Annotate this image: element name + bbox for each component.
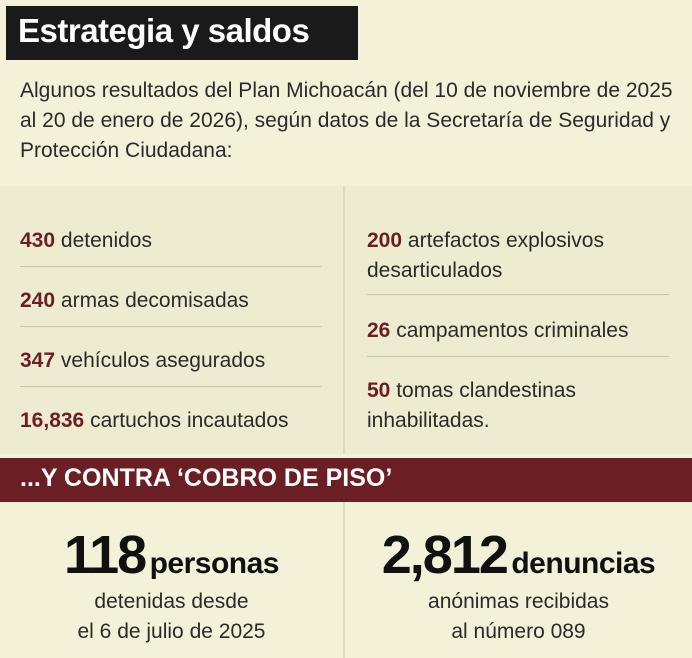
big-stat-caption-line1: detenidas desde — [94, 590, 249, 613]
big-stat: 2,812 denuncias — [345, 524, 692, 586]
stat-number: 200 — [367, 229, 403, 252]
title-bar: Estrategia y saldos — [6, 6, 358, 60]
big-number: 2,812 — [381, 525, 509, 585]
intro-section: Algunos resultados del Plan Michoacán (d… — [0, 66, 692, 184]
stat-label: cartuchos incautados — [90, 409, 289, 432]
stat-detenidos: 430 detenidos — [20, 226, 152, 256]
big-stat: 118 personas — [0, 524, 343, 586]
stat-divider — [367, 294, 669, 295]
big-stat-caption-line1: anónimas recibidas — [428, 590, 609, 613]
big-unit: denuncias — [511, 547, 656, 580]
intro-text: Algunos resultados del Plan Michoacán (d… — [20, 79, 673, 162]
bottom-column-divider — [343, 502, 345, 658]
stat-cartuchos: 16,836 cartuchos incautados — [20, 406, 289, 436]
stat-label: tomas clandestinas inhabilitadas. — [367, 379, 576, 432]
stats-left-column: 430 detenidos 240 armas decomisadas 347 … — [0, 186, 343, 454]
stat-number: 50 — [367, 379, 391, 402]
stat-divider — [20, 386, 322, 387]
stat-armas: 240 armas decomisadas — [20, 286, 249, 316]
stat-number: 16,836 — [20, 409, 85, 432]
stat-label: artefactos explosivos desarticulados — [367, 229, 604, 282]
stat-number: 26 — [367, 319, 391, 342]
stat-number: 240 — [20, 289, 56, 312]
stat-vehiculos: 347 vehículos asegurados — [20, 346, 265, 376]
stat-divider — [367, 356, 669, 357]
cobro-de-piso-section: 118 personas detenidas desde el 6 de jul… — [0, 502, 692, 658]
stat-divider — [20, 266, 322, 267]
big-unit: personas — [149, 547, 280, 580]
stat-number: 347 — [20, 349, 56, 372]
stats-section: 430 detenidos 240 armas decomisadas 347 … — [0, 186, 692, 454]
stat-explosivos: 200 artefactos explosivos desarticulados — [367, 226, 677, 286]
stat-label: detenidos — [60, 229, 152, 252]
bottom-right-figure: 2,812 denuncias anónimas recibidas al nú… — [345, 502, 692, 658]
stats-right-column: 200 artefactos explosivos desarticulados… — [345, 186, 692, 454]
section-band: ...Y CONTRA ‘COBRO DE PISO’ — [0, 458, 692, 502]
big-number: 118 — [64, 525, 147, 585]
stat-number: 430 — [20, 229, 56, 252]
stat-campamentos: 26 campamentos criminales — [367, 316, 687, 346]
big-stat-caption-line2: al número 089 — [451, 620, 586, 643]
stat-label: armas decomisadas — [60, 289, 249, 312]
column-divider — [343, 186, 345, 454]
section-band-label: ...Y CONTRA ‘COBRO DE PISO’ — [20, 464, 393, 492]
stat-label: vehículos asegurados — [60, 349, 266, 372]
stat-divider — [20, 326, 322, 327]
page-title: Estrategia y saldos — [18, 12, 310, 49]
stat-label: campamentos criminales — [396, 319, 629, 342]
big-stat-caption-line2: el 6 de julio de 2025 — [77, 620, 266, 643]
bottom-left-figure: 118 personas detenidas desde el 6 de jul… — [0, 502, 343, 658]
stat-tomas: 50 tomas clandestinas inhabilitadas. — [367, 376, 657, 436]
